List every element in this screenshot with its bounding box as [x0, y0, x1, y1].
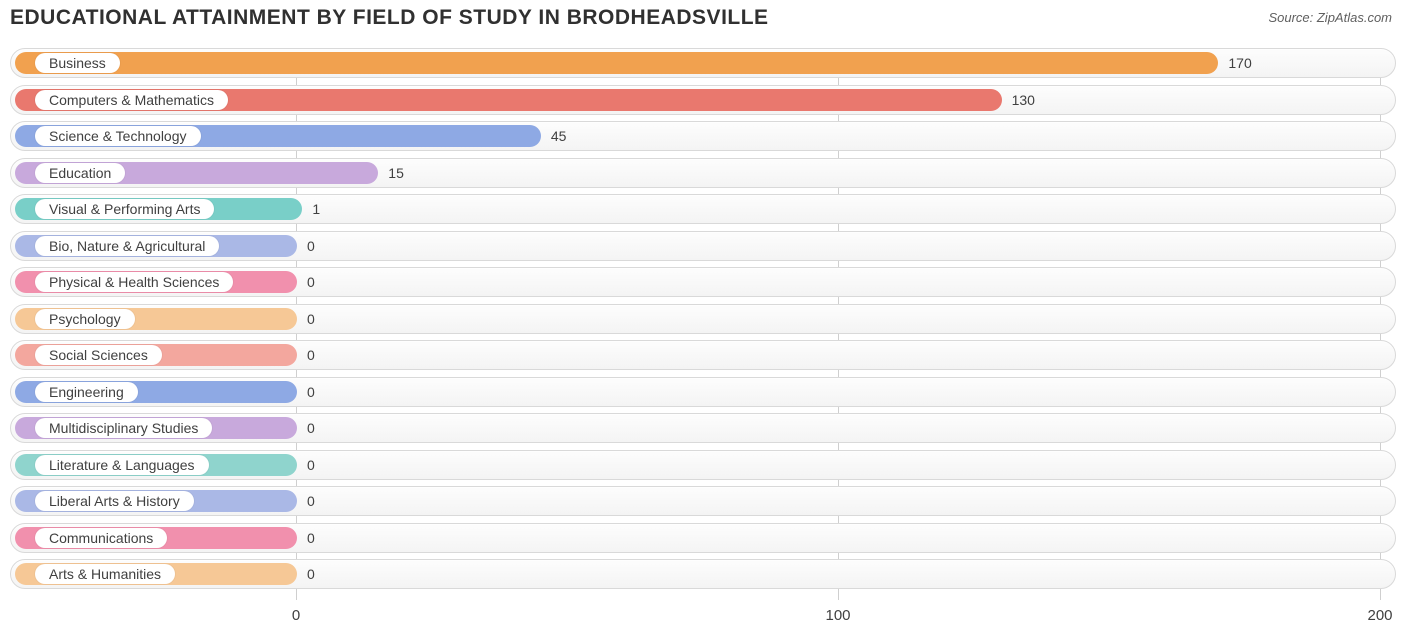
- bar-row: Engineering 0: [10, 377, 1396, 407]
- category-label-pill: Physical & Health Sciences: [35, 272, 233, 292]
- category-label-pill: Engineering: [35, 382, 138, 402]
- value-label: 0: [307, 530, 315, 546]
- value-label: 170: [1228, 55, 1251, 71]
- bar-row: Communications 0: [10, 523, 1396, 553]
- bar-row: Business 170: [10, 48, 1396, 78]
- value-label: 0: [307, 311, 315, 327]
- value-label: 0: [307, 274, 315, 290]
- bar-row: Social Sciences 0: [10, 340, 1396, 370]
- category-label-pill: Science & Technology: [35, 126, 201, 146]
- bar-row: Arts & Humanities 0: [10, 559, 1396, 589]
- value-label: 130: [1012, 92, 1035, 108]
- value-label: 45: [551, 128, 567, 144]
- value-label: 0: [307, 566, 315, 582]
- bar-row: Bio, Nature & Agricultural 0: [10, 231, 1396, 261]
- category-label-pill: Liberal Arts & History: [35, 491, 194, 511]
- category-label-pill: Psychology: [35, 309, 135, 329]
- bar-row: Psychology 0: [10, 304, 1396, 334]
- category-label-pill: Business: [35, 53, 120, 73]
- category-label-pill: Arts & Humanities: [35, 564, 175, 584]
- category-label-pill: Social Sciences: [35, 345, 162, 365]
- chart-title: EDUCATIONAL ATTAINMENT BY FIELD OF STUDY…: [10, 6, 769, 30]
- x-axis-tick-label: 100: [825, 607, 850, 624]
- category-label-pill: Literature & Languages: [35, 455, 209, 475]
- category-label-pill: Visual & Performing Arts: [35, 199, 214, 219]
- value-label: 15: [388, 165, 404, 181]
- category-label-pill: Multidisciplinary Studies: [35, 418, 212, 438]
- category-label-pill: Communications: [35, 528, 167, 548]
- value-label: 0: [307, 238, 315, 254]
- bar-row: Visual & Performing Arts 1: [10, 194, 1396, 224]
- value-label: 1: [312, 201, 320, 217]
- value-label: 0: [307, 457, 315, 473]
- bar-row: Liberal Arts & History 0: [10, 486, 1396, 516]
- value-label: 0: [307, 493, 315, 509]
- chart-area: 0100200Business170Computers & Mathematic…: [10, 48, 1396, 600]
- value-label: 0: [307, 347, 315, 363]
- category-label-pill: Computers & Mathematics: [35, 90, 228, 110]
- x-axis-tick-label: 0: [292, 607, 300, 624]
- data-bar: [15, 52, 1218, 74]
- bar-row: Computers & Mathematics 130: [10, 85, 1396, 115]
- bar-row: Science & Technology 45: [10, 121, 1396, 151]
- bar-row: Education 15: [10, 158, 1396, 188]
- category-label-pill: Bio, Nature & Agricultural: [35, 236, 219, 256]
- value-label: 0: [307, 384, 315, 400]
- bar-row: Multidisciplinary Studies 0: [10, 413, 1396, 443]
- value-label: 0: [307, 420, 315, 436]
- source-attribution: Source: ZipAtlas.com: [1268, 10, 1392, 25]
- bar-row: Literature & Languages 0: [10, 450, 1396, 480]
- bar-row: Physical & Health Sciences 0: [10, 267, 1396, 297]
- category-label-pill: Education: [35, 163, 125, 183]
- x-axis-tick-label: 200: [1367, 607, 1392, 624]
